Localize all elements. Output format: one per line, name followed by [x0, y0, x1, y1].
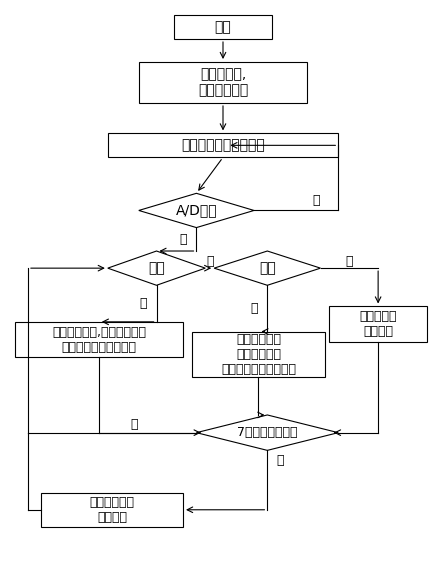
Text: 清空过放标志
关断放电回路
放电回路导通等待充电: 清空过放标志 关断放电回路 放电回路导通等待充电 [221, 333, 296, 376]
Text: 保持充放电
回路导通: 保持充放电 回路导通 [359, 310, 397, 338]
Text: A/D转换: A/D转换 [176, 203, 217, 218]
Text: 打开所有中断等待发生: 打开所有中断等待发生 [181, 138, 265, 152]
Text: 否: 否 [277, 454, 285, 467]
FancyBboxPatch shape [192, 332, 325, 377]
Polygon shape [139, 193, 254, 228]
FancyBboxPatch shape [330, 307, 427, 342]
Text: 过充: 过充 [148, 261, 165, 275]
Text: 过放: 过放 [259, 261, 276, 275]
FancyBboxPatch shape [139, 62, 307, 103]
Text: 无: 无 [206, 255, 214, 268]
Text: 有: 有 [179, 233, 187, 246]
FancyBboxPatch shape [15, 322, 183, 357]
Polygon shape [196, 415, 338, 451]
FancyBboxPatch shape [41, 492, 183, 527]
FancyBboxPatch shape [174, 15, 272, 39]
Text: 有: 有 [140, 297, 147, 310]
Text: 清空过充标志,关断充电回路
放电回路导通等待放电: 清空过充标志,关断充电回路 放电回路导通等待放电 [52, 325, 146, 354]
Polygon shape [108, 251, 205, 285]
Text: 开始: 开始 [215, 20, 231, 34]
Text: 无: 无 [312, 193, 320, 207]
Text: 无: 无 [346, 255, 353, 268]
Text: 转向下一通道
进行扫描: 转向下一通道 进行扫描 [90, 496, 135, 524]
Polygon shape [214, 251, 321, 285]
Text: 系统初始化,
设定终端入口: 系统初始化, 设定终端入口 [198, 67, 248, 98]
FancyBboxPatch shape [108, 133, 338, 157]
Text: 7个通道扫描完毕: 7个通道扫描完毕 [237, 426, 297, 439]
Text: 有: 有 [250, 302, 258, 315]
Text: 是: 是 [131, 418, 138, 430]
